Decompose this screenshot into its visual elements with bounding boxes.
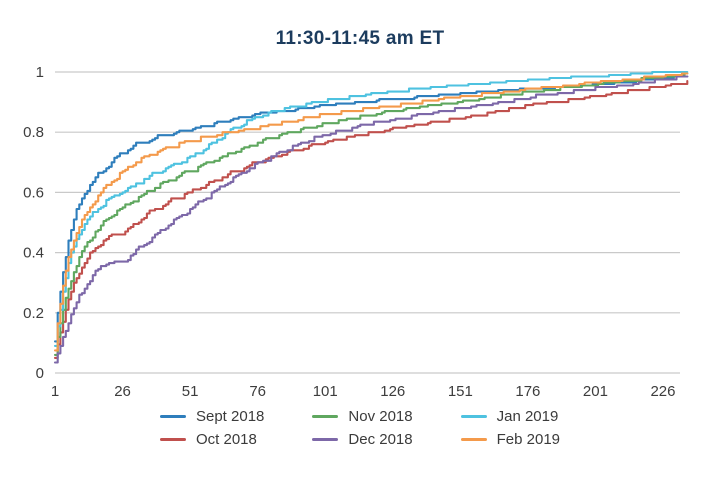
x-tick-label: 126 xyxy=(380,383,405,400)
x-tick-label: 26 xyxy=(114,383,131,400)
legend-swatch-icon xyxy=(460,438,487,441)
series-line-jan-2019 xyxy=(53,70,689,347)
legend-item-feb-2019: Feb 2019 xyxy=(460,431,561,448)
legend-swatch-icon xyxy=(460,415,487,418)
legend-label: Oct 2018 xyxy=(195,431,257,448)
legend-item-jan-2019: Jan 2019 xyxy=(460,408,560,425)
legend-item-dec-2018: Dec 2018 xyxy=(312,431,413,448)
legend-label: Dec 2018 xyxy=(348,431,413,448)
series-line-oct-2018 xyxy=(53,79,689,359)
legend-swatch-icon xyxy=(312,438,339,441)
x-tick-label: 176 xyxy=(515,383,540,400)
legend-item-oct-2018: Oct 2018 xyxy=(159,431,264,448)
x-tick-label: 76 xyxy=(249,383,266,400)
y-tick-label: 1 xyxy=(36,64,44,81)
legend-item-nov-2018: Nov 2018 xyxy=(312,408,413,425)
x-tick-label: 151 xyxy=(448,383,473,400)
x-tick-label: 1 xyxy=(51,383,59,400)
legend-item-sept-2018: Sept 2018 xyxy=(159,408,265,425)
legend-swatch-icon xyxy=(159,415,186,418)
legend-label: Nov 2018 xyxy=(348,408,413,425)
legend-label: Jan 2019 xyxy=(496,408,559,425)
x-tick-label: 226 xyxy=(650,383,675,400)
chart-title: 11:30-11:45 am ET xyxy=(275,28,445,49)
legend-label: Sept 2018 xyxy=(195,408,265,425)
x-tick-label: 101 xyxy=(313,383,338,400)
y-tick-label: 0.2 xyxy=(23,305,44,322)
y-tick-label: 0.4 xyxy=(23,245,44,262)
y-tick-label: 0.6 xyxy=(23,184,44,201)
series-line-dec-2018 xyxy=(53,75,689,364)
series-line-feb-2019 xyxy=(53,72,689,352)
x-tick-label: 201 xyxy=(583,383,608,400)
y-tick-label: 0.8 xyxy=(23,124,44,141)
legend: Sept 2018 Oct 2018 Nov 2018 Dec 2018 Jan 201… xyxy=(159,408,561,448)
legend-label: Feb 2019 xyxy=(496,431,561,448)
legend-swatch-icon xyxy=(159,438,186,441)
legend-swatch-icon xyxy=(312,415,339,418)
y-tick-label: 0 xyxy=(36,365,44,382)
x-tick-label: 51 xyxy=(182,383,199,400)
